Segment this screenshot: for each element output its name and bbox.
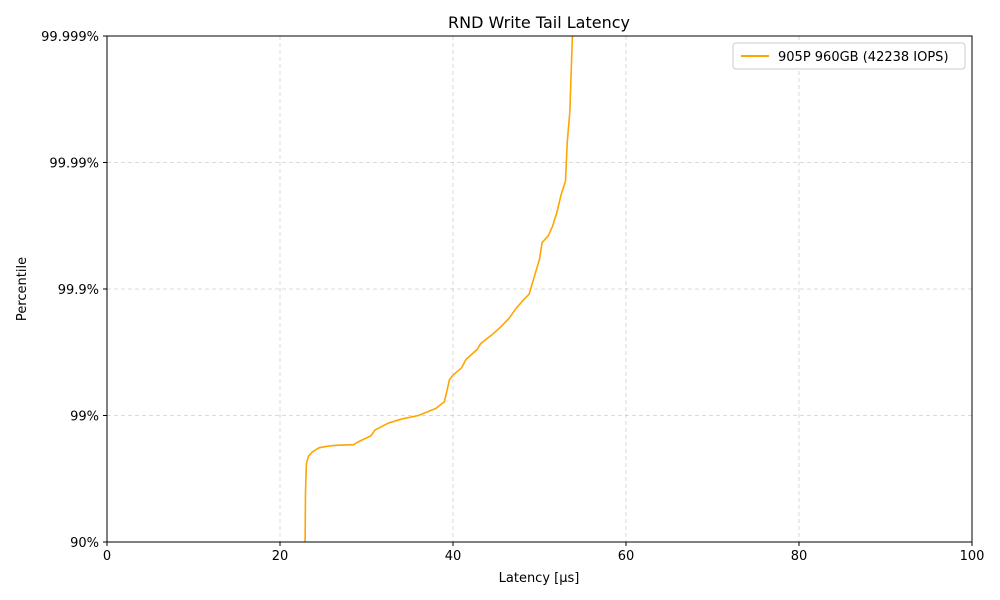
plot-line-layer	[304, 35, 574, 543]
x-axis-ticks: 0 20 40 60 80 100	[103, 542, 985, 564]
legend-entry-label: 905P 960GB (42238 IOPS)	[778, 50, 949, 65]
x-axis-label: Latency [µs]	[499, 571, 580, 586]
y-axis-ticks: 90% 99% 99.9% 99.99% 99.999%	[41, 30, 107, 551]
legend-box	[732, 42, 966, 70]
y-tick-label-4: 99.999%	[41, 30, 99, 45]
x-tick-label-2: 40	[445, 549, 462, 564]
series-line-0	[304, 35, 574, 543]
x-tick-label-0: 0	[103, 549, 111, 564]
y-tick-label-0: 90%	[70, 536, 99, 551]
y-tick-label-2: 99.9%	[58, 283, 99, 298]
x-tick-label-4: 80	[791, 549, 808, 564]
chart-title: RND Write Tail Latency	[448, 13, 630, 32]
y-tick-label-1: 99%	[70, 410, 99, 425]
legend: 905P 960GB (42238 IOPS)	[732, 42, 966, 70]
y-axis-label: Percentile	[15, 257, 30, 321]
y-tick-label-3: 99.99%	[49, 157, 99, 172]
x-tick-label-1: 20	[272, 549, 289, 564]
x-tick-label-3: 60	[618, 549, 635, 564]
x-tick-label-5: 100	[960, 549, 985, 564]
